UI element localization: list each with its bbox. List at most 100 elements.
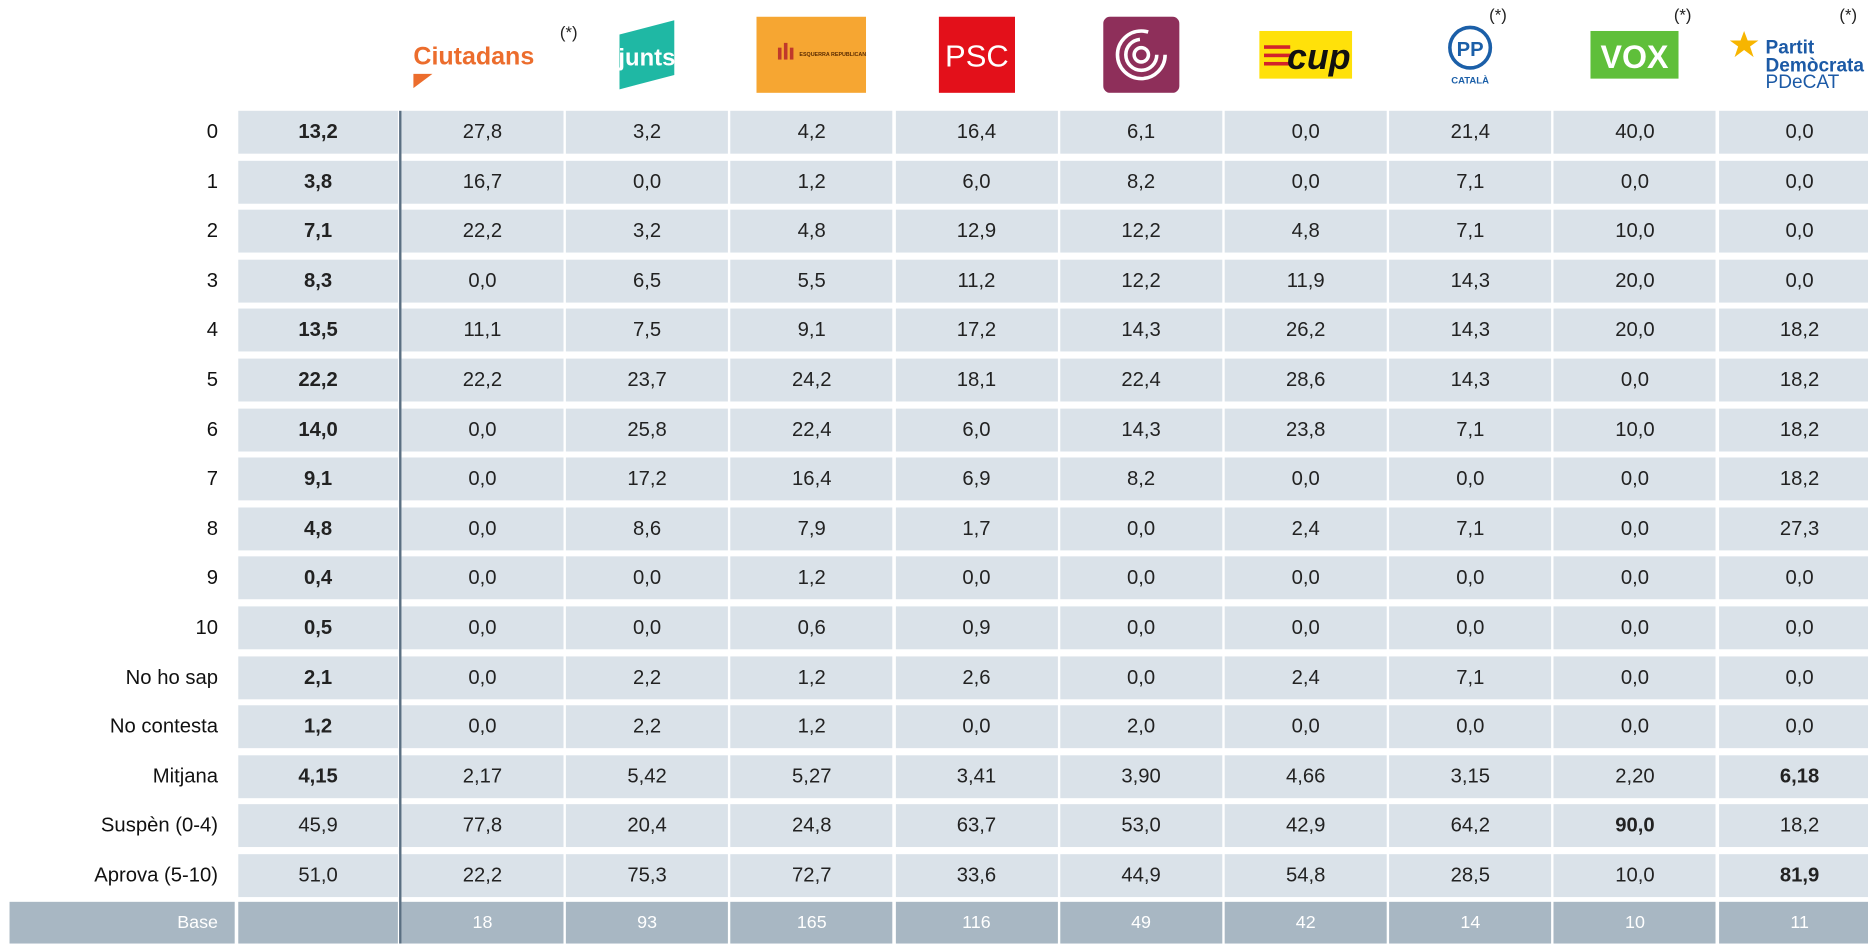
cell: 0,0 [1060,507,1223,551]
cell: 2,0 [1060,705,1223,749]
cell: 22,4 [1060,358,1223,402]
cell: 6,9 [895,457,1058,501]
cell: 0,0 [1224,556,1387,600]
cell: 4,2 [730,110,893,154]
party-logo: PP CATALÀ [1448,25,1493,86]
cell: 1,2 [730,556,893,600]
cell: 14,3 [1389,358,1552,402]
party-logo [1102,16,1180,93]
cell: 0,0 [401,457,564,501]
cell: 27,8 [401,110,564,154]
cell: 7,1 [1389,507,1552,551]
party-logo: cup [1259,30,1353,79]
cell: 7,1 [238,209,398,253]
cell: 51,0 [238,854,398,898]
cell: 0,0 [401,507,564,551]
cell: 0,0 [566,160,729,204]
cell: 26,2 [1224,309,1387,352]
cell: 2,6 [895,655,1058,699]
party-name: VOX [1601,39,1669,75]
cell: 53,0 [1060,804,1223,848]
party-logo: ESQUERRA REPUBLICANA [756,16,867,93]
cell: 5,42 [566,755,729,798]
cell: 54,8 [1224,854,1387,898]
cell: 0,0 [1389,705,1552,749]
cell: 9,1 [238,457,398,501]
note-marker: (*) [1489,4,1507,24]
cell: 90,0 [1553,804,1716,848]
cell: 12,2 [1060,209,1223,253]
base-label: Base [9,901,235,944]
base-cell: 10 [1553,901,1716,944]
cell: 0,0 [401,655,564,699]
cell: 4,8 [238,507,398,551]
cell: 2,17 [401,755,564,798]
base-cell: 49 [1060,901,1223,944]
cell: 18,2 [1718,408,1868,452]
cell: 0,0 [1718,160,1868,204]
cell: 7,1 [1389,655,1552,699]
party-name: Partit Demòcrata [1766,38,1865,77]
cell: 9,1 [730,309,893,352]
cell: 42,9 [1224,804,1387,848]
cell: 0,0 [1718,606,1868,650]
cell: 5,5 [730,259,893,303]
cell: 0,0 [1553,457,1716,501]
cell: 2,1 [238,655,398,699]
cell: 0,0 [1553,705,1716,749]
cell: 18,2 [1718,309,1868,352]
cell: 22,2 [238,358,398,402]
row-label: No ho sap [125,665,219,689]
cell: 0,0 [1389,606,1552,650]
cell: 14,0 [238,408,398,452]
base-label-text: Base [177,912,219,933]
cell: 4,15 [238,755,398,798]
cell: 3,8 [238,160,398,204]
cell: 13,5 [238,309,398,352]
party-name-text: Demòcrata [1766,55,1865,76]
cell: 1,7 [895,507,1058,551]
cell: 14,3 [1389,259,1552,303]
cell: 13,2 [238,110,398,154]
cell: 0,0 [895,705,1058,749]
cell: 7,9 [730,507,893,551]
cell: 0,6 [730,606,893,650]
cell: 3,2 [566,209,729,253]
cell: 23,8 [1224,408,1387,452]
cell: 1,2 [730,655,893,699]
cell: 40,0 [1553,110,1716,154]
row-label: 9 [206,566,219,589]
cell: 3,90 [1060,755,1223,798]
row-label: 4 [206,318,219,342]
cell: 0,4 [238,556,398,600]
cell: 77,8 [401,804,564,848]
cell: 3,15 [1389,755,1552,798]
cell: 0,0 [1389,556,1552,600]
row-label: 3 [206,268,219,292]
cell: 8,2 [1060,160,1223,204]
base-cell [238,901,398,944]
cell: 8,3 [238,259,398,303]
cell: 0,0 [566,556,729,600]
cell: 0,0 [1060,556,1223,600]
cell: 2,2 [566,655,729,699]
base-cell: 42 [1224,901,1387,944]
row-label: 6 [206,417,219,441]
row-label: 10 [195,615,219,639]
base-cell: 116 [895,901,1058,944]
cell: 0,0 [401,556,564,600]
cell: 22,2 [401,209,564,253]
cell: 17,2 [895,309,1058,352]
cell: 12,2 [1060,259,1223,303]
row-label: No contesta [109,715,219,738]
note-marker: (*) [1839,4,1858,24]
party-logo: VOX [1590,30,1680,79]
cell: 18,1 [895,358,1058,402]
cell: 14,3 [1389,309,1552,352]
cell: 23,7 [566,358,729,402]
party-logo: junts [618,20,676,90]
cell: 0,0 [1718,110,1868,154]
cell: 0,0 [1224,705,1387,749]
row-label: 8 [206,516,219,540]
